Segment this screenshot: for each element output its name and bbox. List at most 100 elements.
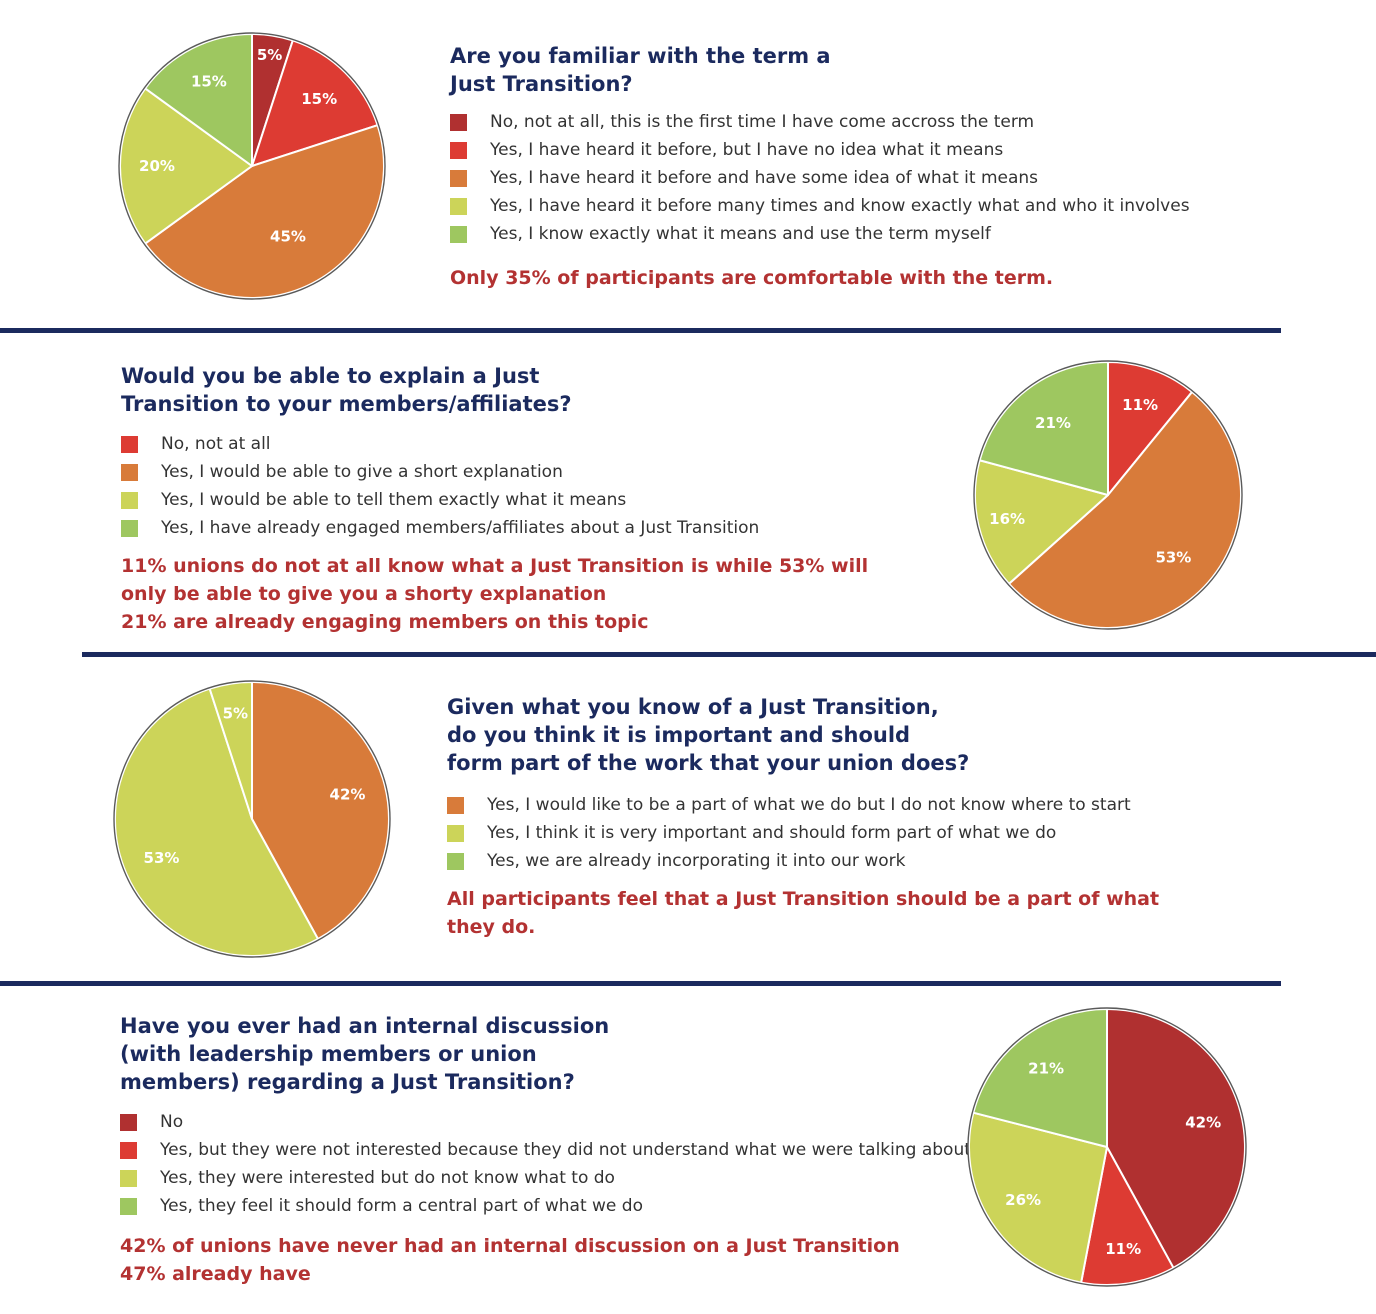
question-title: Would you be able to explain a Just Tran… [121, 362, 921, 418]
slice-value-label: 15% [191, 72, 227, 90]
slice-value-label: 11% [1122, 396, 1158, 414]
legend-label: Yes, I would be able to tell them exactl… [161, 490, 627, 510]
note-line: 47% already have [120, 1263, 311, 1285]
legend-swatch [450, 170, 467, 187]
question-title: Are you familiar with the term a Just Tr… [450, 42, 1270, 98]
legend-item: Yes, I have heard it before and have som… [450, 164, 1270, 192]
section-divider [0, 981, 1281, 986]
title-line: Have you ever had an internal discussion [120, 1014, 610, 1038]
legend-swatch [450, 142, 467, 159]
legend-item: Yes, I know exactly what it means and us… [450, 220, 1270, 248]
title-line: Given what you know of a Just Transition… [447, 695, 939, 719]
slice-value-label: 26% [1005, 1191, 1041, 1209]
legend-label: Yes, they feel it should form a central … [160, 1196, 643, 1216]
legend-item: Yes, but they were not interested becaus… [120, 1136, 971, 1164]
note-line: 21% are already engaging members on this… [121, 611, 649, 633]
note-line: they do. [447, 916, 536, 938]
summary-note: 11% unions do not at all know what a Jus… [121, 552, 921, 636]
legend-label: Yes, I have heard it before many times a… [490, 196, 1190, 216]
pie-slice [144, 124, 385, 300]
pie-outline [967, 1007, 1247, 1287]
title-line: Are you familiar with the term a [450, 44, 831, 68]
pie-slice [978, 361, 1109, 496]
legend-item: Yes, I have already engaged members/affi… [121, 514, 921, 542]
legend-label: Yes, I have heard it before and have som… [490, 168, 1039, 188]
pie-slice [113, 687, 319, 958]
note-line: only be able to give you a shorty explan… [121, 583, 607, 605]
pie-slice [118, 87, 253, 245]
pie-slice [251, 681, 390, 941]
slice-value-label: 45% [270, 228, 306, 246]
legend-item: Yes, I would like to be a part of what w… [447, 791, 1267, 819]
legend-item: No, not at all [121, 430, 921, 458]
legend-swatch [447, 797, 464, 814]
title-line: Would you be able to explain a Just [121, 364, 540, 388]
pie-slice [1106, 1008, 1246, 1269]
section-divider [82, 652, 1376, 657]
pie-chart-importance: 42% 53% 5% [113, 680, 391, 958]
legend-item: Yes, we are already incorporating it int… [447, 847, 1267, 875]
pie-slice [972, 1008, 1108, 1148]
title-line: (with leadership members or union [120, 1042, 537, 1066]
legend: Yes, I would like to be a part of what w… [447, 791, 1267, 875]
legend-label: Yes, I know exactly what it means and us… [490, 224, 991, 244]
question-title: Given what you know of a Just Transition… [447, 693, 1267, 777]
pie-chart-discussion: 42% 11% 26% 21% [967, 1007, 1247, 1287]
legend-item: No [120, 1108, 970, 1136]
legend-label: Yes, but they were not interested becaus… [160, 1140, 971, 1160]
legend-label: Yes, I think it is very important and sh… [487, 823, 1057, 843]
pie-outline [113, 680, 391, 958]
legend-swatch [447, 853, 464, 870]
summary-note: All participants feel that a Just Transi… [447, 885, 1267, 941]
slice-value-label: 15% [301, 90, 337, 108]
legend-label: Yes, they were interested but do not kno… [160, 1168, 615, 1188]
legend-swatch [121, 520, 138, 537]
legend-label: Yes, I have already engaged members/affi… [161, 518, 760, 538]
section-explain: Would you be able to explain a Just Tran… [121, 362, 921, 636]
legend-item: Yes, I have heard it before, but I have … [450, 136, 1270, 164]
legend-item: Yes, I think it is very important and sh… [447, 819, 1267, 847]
legend-label: Yes, I have heard it before, but I have … [490, 140, 1004, 160]
slice-value-label: 16% [989, 510, 1025, 528]
note-line: 11% unions do not at all know what a Jus… [121, 555, 869, 577]
question-title: Have you ever had an internal discussion… [120, 1012, 970, 1096]
legend: No Yes, but they were not interested beca… [120, 1108, 971, 1220]
pie-slice [1080, 1146, 1175, 1286]
legend-item: Yes, I have heard it before many times a… [450, 192, 1270, 220]
legend: No, not at all, this is the first time I… [450, 108, 1270, 248]
legend: No, not at all Yes, I would be able to gi… [121, 430, 921, 542]
section-familiarity: Are you familiar with the term a Just Tr… [450, 42, 1270, 292]
legend-label: Yes, I would be able to give a short exp… [161, 462, 563, 482]
pie-slice [974, 459, 1109, 585]
legend-swatch [120, 1142, 137, 1159]
slice-value-label: 5% [223, 705, 248, 723]
slice-value-label: 20% [139, 157, 175, 175]
note-line: All participants feel that a Just Transi… [447, 888, 1160, 910]
slice-value-label: 53% [144, 849, 180, 867]
title-line: members) regarding a Just Transition? [120, 1070, 575, 1094]
pie-outline [118, 32, 386, 300]
section-importance: Given what you know of a Just Transition… [447, 693, 1267, 941]
legend-swatch [450, 226, 467, 243]
title-line: do you think it is important and should [447, 723, 911, 747]
pie-slice [208, 681, 253, 820]
legend-swatch [120, 1114, 137, 1131]
legend-label: No, not at all, this is the first time I… [490, 112, 1035, 132]
legend-swatch [450, 114, 467, 131]
pie-slice [1007, 390, 1242, 629]
legend-swatch [121, 436, 138, 453]
legend-swatch [121, 492, 138, 509]
legend-label: Yes, we are already incorporating it int… [487, 851, 906, 871]
section-divider [0, 328, 1281, 333]
slice-value-label: 53% [1155, 548, 1191, 566]
legend-item: No, not at all, this is the first time I… [450, 108, 1270, 136]
legend-item: Yes, they were interested but do not kno… [120, 1164, 970, 1192]
slice-value-label: 42% [1185, 1113, 1221, 1131]
legend-label: No, not at all [161, 434, 271, 454]
slice-value-label: 5% [257, 46, 282, 64]
pie-slice [144, 33, 253, 167]
slice-value-label: 21% [1035, 414, 1071, 432]
legend-swatch [447, 825, 464, 842]
legend-swatch [121, 464, 138, 481]
pie-outline [973, 360, 1243, 630]
